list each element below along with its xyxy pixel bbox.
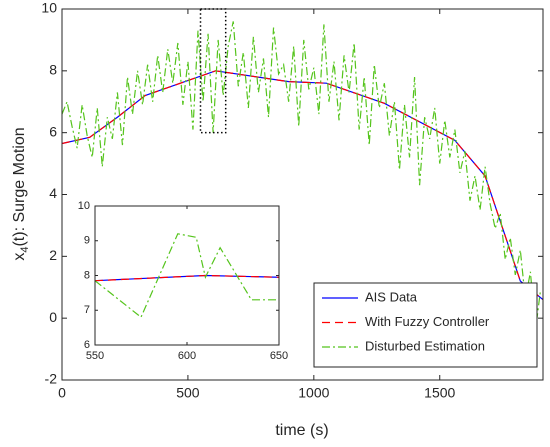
series-line bbox=[95, 233, 279, 319]
lines bbox=[62, 21, 543, 331]
y-tick-label: -2 bbox=[45, 371, 58, 387]
y-tick-label: 6 bbox=[49, 123, 57, 139]
plot-background bbox=[95, 206, 279, 345]
legend-label: AIS Data bbox=[365, 289, 418, 304]
y-tick-label: 8 bbox=[84, 269, 90, 281]
x-axis-label: time (s) bbox=[275, 422, 328, 439]
x-tick-label: 650 bbox=[270, 350, 288, 362]
lines bbox=[95, 233, 279, 319]
x-tick-label: 600 bbox=[178, 350, 196, 362]
y-tick-label: 4 bbox=[49, 185, 57, 201]
series-line bbox=[95, 274, 279, 282]
y-label-sub: 4 bbox=[19, 247, 31, 253]
x-tick-label: 1500 bbox=[424, 385, 455, 401]
legend-label: With Fuzzy Controller bbox=[365, 314, 490, 329]
series-line bbox=[62, 70, 543, 301]
y-tick-label: 10 bbox=[41, 0, 57, 16]
legend: AIS Data With Fuzzy Controller Disturbed E… bbox=[313, 282, 538, 368]
axes-box bbox=[61, 8, 544, 381]
y-label-base: x bbox=[11, 253, 28, 261]
y-tick-label: 7 bbox=[84, 304, 90, 316]
y-label-rest: (t): Surge Motion bbox=[11, 127, 28, 246]
x-tick-label: 500 bbox=[176, 385, 200, 401]
x-tick-label: 1000 bbox=[298, 385, 329, 401]
y-tick-label: 10 bbox=[78, 200, 90, 212]
y-tick-label: 8 bbox=[49, 62, 57, 78]
y-tick-label: 6 bbox=[84, 339, 90, 351]
x-tick-label: 0 bbox=[58, 385, 66, 401]
axes-box bbox=[94, 205, 280, 346]
y-axis-label: x4(t): Surge Motion bbox=[11, 127, 31, 260]
y-tick-label: 9 bbox=[84, 235, 90, 247]
zoom-box bbox=[199, 8, 227, 134]
y-tick-label: 0 bbox=[49, 309, 57, 325]
inset: 550 600 650 6 7 8 9 10 bbox=[78, 200, 288, 362]
y-tick-label: 2 bbox=[49, 247, 57, 263]
legend-box bbox=[313, 282, 538, 368]
x-tick-label: 550 bbox=[86, 350, 104, 362]
series-line bbox=[62, 21, 542, 331]
legend-label: Disturbed Estimation bbox=[365, 338, 485, 353]
